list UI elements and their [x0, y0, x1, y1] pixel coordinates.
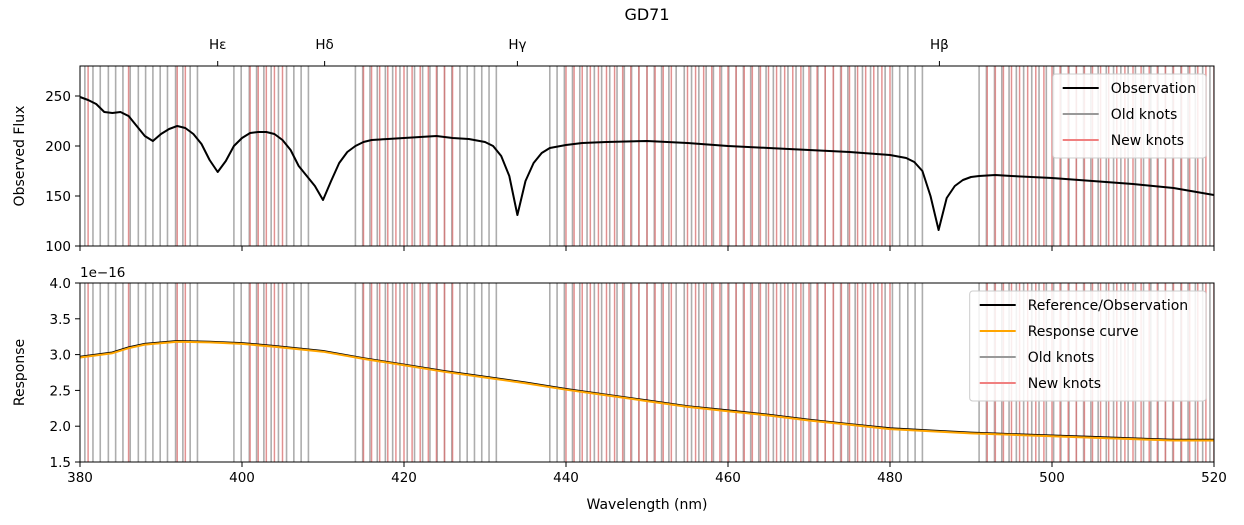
y-tick-label: 250: [45, 89, 71, 105]
y-tick-label: 4.0: [50, 276, 71, 292]
legend: Reference/Observation Response curve Old k…: [969, 290, 1207, 402]
y-exponent-label: 1e−16: [80, 265, 125, 281]
x-tick-label: 440: [553, 470, 579, 486]
chart-root: 100 150 200 250 Observed Flux Observation Old …: [12, 37, 1227, 486]
y-tick-label: 100: [45, 239, 71, 255]
panel-1: 380 400 420 440 460 480 500 520 1.5 2.0 2.5 3.0 3.5 4…: [12, 265, 1227, 486]
x-tick-label: 400: [229, 470, 255, 486]
legend: Observation Old knots New knots: [1052, 73, 1207, 159]
y-tick-label: 1.5: [50, 455, 71, 471]
chart-title: GD71: [624, 5, 669, 24]
y-tick-label: 150: [45, 189, 71, 205]
y-tick-label: 3.0: [50, 348, 71, 364]
plot-area: [80, 283, 1214, 462]
legend-label: New knots: [1111, 133, 1184, 149]
legend-box: [1052, 73, 1207, 159]
legend-label: Old knots: [1028, 350, 1095, 366]
spectral-line-label: Hβ: [930, 37, 949, 53]
legend-label: Observation: [1111, 81, 1196, 97]
y-tick-label: 2.0: [50, 419, 71, 435]
series-line: [80, 96, 1214, 231]
spectral-line-label: Hδ: [315, 37, 333, 53]
legend-label: Old knots: [1111, 107, 1178, 123]
x-tick-label: 380: [67, 470, 93, 486]
y-tick-label: 2.5: [50, 383, 71, 399]
y-tick-label: 200: [45, 139, 71, 155]
legend-label: New knots: [1028, 376, 1101, 392]
x-axis-label: Wavelength (nm): [587, 497, 708, 513]
legend-label: Response curve: [1028, 324, 1139, 340]
panel-0: 100 150 200 250 Observed Flux Observation Old …: [12, 65, 1215, 255]
series-line: [80, 340, 1214, 442]
panel-frame: [79, 65, 1215, 247]
y-tick-label: 3.5: [50, 312, 71, 328]
x-tick-label: 460: [715, 470, 741, 486]
y-axis-label: Observed Flux: [12, 106, 28, 207]
plot-area: [80, 66, 1214, 246]
x-tick-label: 480: [877, 470, 903, 486]
panel-frame: [79, 282, 1215, 463]
legend-box: [969, 290, 1207, 402]
spectral-line-label: Hγ: [508, 37, 526, 53]
spectral-line-label: Hε: [209, 37, 226, 53]
x-tick-label: 500: [1039, 470, 1065, 486]
y-axis-label: Response: [12, 339, 28, 406]
x-tick-label: 420: [391, 470, 417, 486]
x-tick-label: 520: [1201, 470, 1227, 486]
legend-label: Reference/Observation: [1028, 298, 1188, 314]
